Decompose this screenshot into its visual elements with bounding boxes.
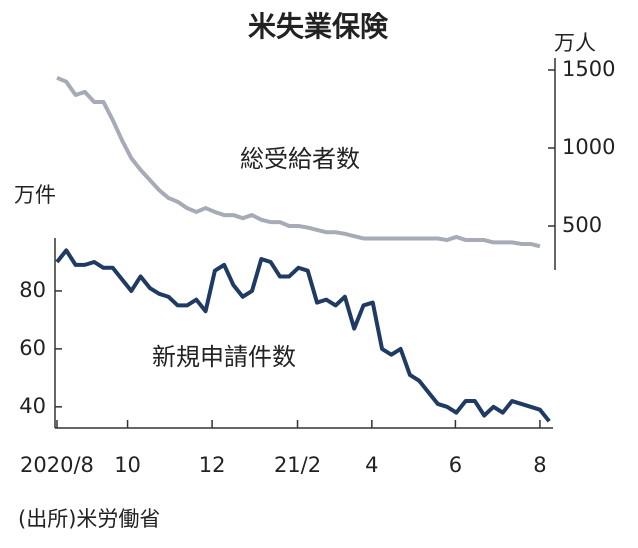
y2-tick-label: 1500	[562, 57, 615, 81]
series-label: 新規申請件数	[152, 343, 296, 371]
series-line	[56, 75, 541, 249]
x-tick-label: 4	[365, 453, 378, 477]
series-line	[55, 248, 551, 423]
y-unit: 万件	[14, 183, 56, 207]
y-tick-label: 80	[19, 278, 46, 302]
y-tick-label: 60	[19, 336, 46, 360]
y2-tick-label: 1000	[562, 135, 615, 159]
source: (出所)米労働省	[18, 507, 160, 531]
y-tick-label: 40	[19, 394, 46, 418]
x-tick-label: 6	[449, 453, 462, 477]
y2-unit: 万人	[554, 31, 596, 55]
y2-tick-label: 500	[562, 213, 602, 237]
x-tick-label: 21/2	[274, 453, 321, 477]
x-tick-label: 12	[199, 453, 226, 477]
x-tick-label: 10	[114, 453, 141, 477]
x-tick-label: 8	[533, 453, 546, 477]
series-label: 総受給者数	[240, 145, 360, 173]
chart-title: 米失業保険	[248, 10, 389, 43]
x-tick-label: 2020/8	[20, 453, 94, 477]
